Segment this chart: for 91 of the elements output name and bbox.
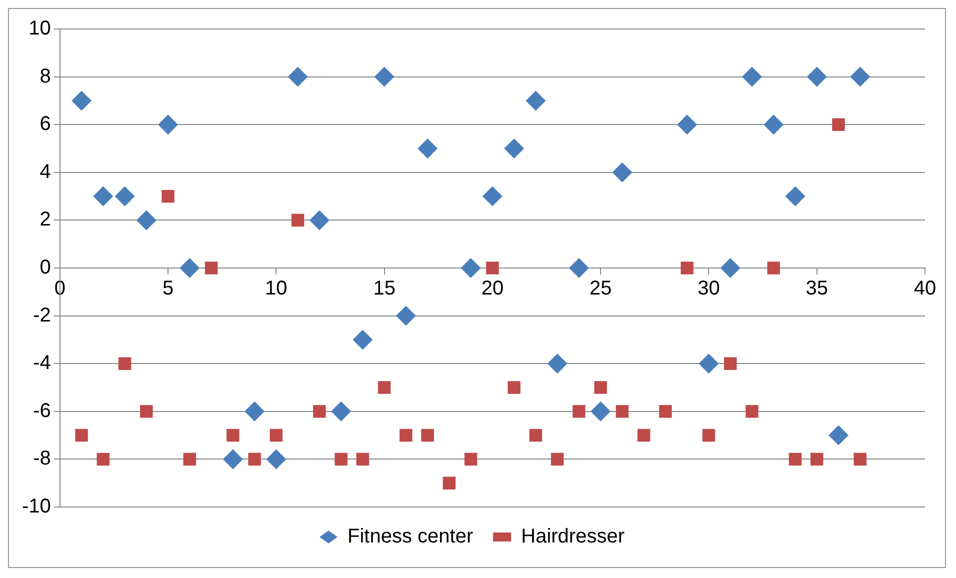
x-tick-label: 20	[481, 278, 504, 300]
point	[698, 354, 719, 374]
point	[810, 452, 824, 466]
point	[378, 381, 391, 394]
point	[677, 114, 698, 135]
x-tick-label: 40	[914, 278, 936, 300]
point	[460, 258, 481, 278]
point	[309, 210, 330, 230]
point	[226, 428, 240, 442]
x-tick-label: 30	[698, 278, 720, 300]
point	[418, 138, 438, 158]
point	[421, 428, 434, 442]
point	[288, 66, 308, 87]
point	[832, 118, 845, 131]
point	[72, 90, 92, 111]
point	[529, 428, 542, 442]
point	[828, 425, 848, 446]
point	[785, 186, 806, 206]
point	[93, 186, 114, 206]
point	[244, 401, 265, 422]
point	[248, 452, 261, 466]
point	[464, 452, 478, 466]
point	[118, 357, 132, 370]
x-tick-label: 15	[373, 278, 396, 300]
point	[612, 162, 632, 182]
point	[204, 262, 218, 274]
point	[680, 262, 694, 274]
y-tick-label: 0	[40, 256, 51, 279]
point	[180, 258, 200, 278]
point	[486, 262, 499, 274]
point	[764, 114, 784, 135]
point	[572, 405, 586, 418]
point	[352, 330, 373, 350]
x-tick-label: 25	[589, 278, 612, 300]
x-tick-label: 5	[162, 278, 174, 300]
point	[183, 452, 196, 466]
point	[331, 401, 352, 422]
point	[724, 357, 737, 370]
y-tick-label: 8	[40, 65, 51, 88]
point	[508, 381, 520, 394]
y-tick-label: -4	[33, 352, 51, 374]
point	[162, 190, 174, 203]
point	[222, 449, 243, 470]
point	[291, 214, 304, 227]
y-tick-label: 2	[40, 208, 51, 231]
point	[547, 354, 568, 374]
point	[746, 405, 758, 418]
point	[806, 66, 827, 87]
point	[75, 428, 88, 442]
point	[637, 428, 650, 442]
y-tick-label: -2	[33, 304, 51, 326]
point	[356, 452, 370, 466]
point	[568, 258, 589, 278]
x-tick-label: 35	[806, 278, 828, 300]
y-tick-label: 4	[40, 160, 51, 183]
legend-label: Fitness center	[348, 526, 474, 548]
point	[136, 210, 156, 230]
point	[720, 258, 740, 278]
point	[850, 66, 870, 87]
y-tick-label: 6	[40, 113, 51, 136]
point	[140, 405, 153, 418]
y-tick-label: -10	[22, 496, 51, 518]
y-tick-label: 10	[28, 18, 51, 40]
point	[526, 90, 546, 111]
legend-label: Hairdresser	[521, 526, 625, 548]
point	[442, 476, 456, 490]
y-tick-label: -8	[33, 448, 51, 470]
point	[767, 262, 780, 274]
point	[659, 405, 672, 418]
point	[702, 428, 716, 442]
point	[158, 114, 178, 135]
point	[550, 452, 564, 466]
x-tick-label: 10	[265, 278, 288, 300]
point	[616, 405, 629, 418]
point	[270, 428, 283, 442]
point	[334, 452, 348, 466]
point	[854, 452, 866, 466]
point	[594, 381, 607, 394]
point	[266, 449, 286, 470]
point	[400, 428, 412, 442]
point	[788, 452, 802, 466]
point	[396, 306, 416, 326]
point	[313, 405, 326, 418]
point	[374, 66, 394, 87]
point	[590, 401, 611, 422]
point	[114, 186, 135, 206]
point	[742, 66, 762, 87]
point	[482, 186, 502, 206]
y-tick-label: -6	[33, 400, 51, 422]
point	[96, 452, 110, 466]
point	[504, 138, 524, 158]
